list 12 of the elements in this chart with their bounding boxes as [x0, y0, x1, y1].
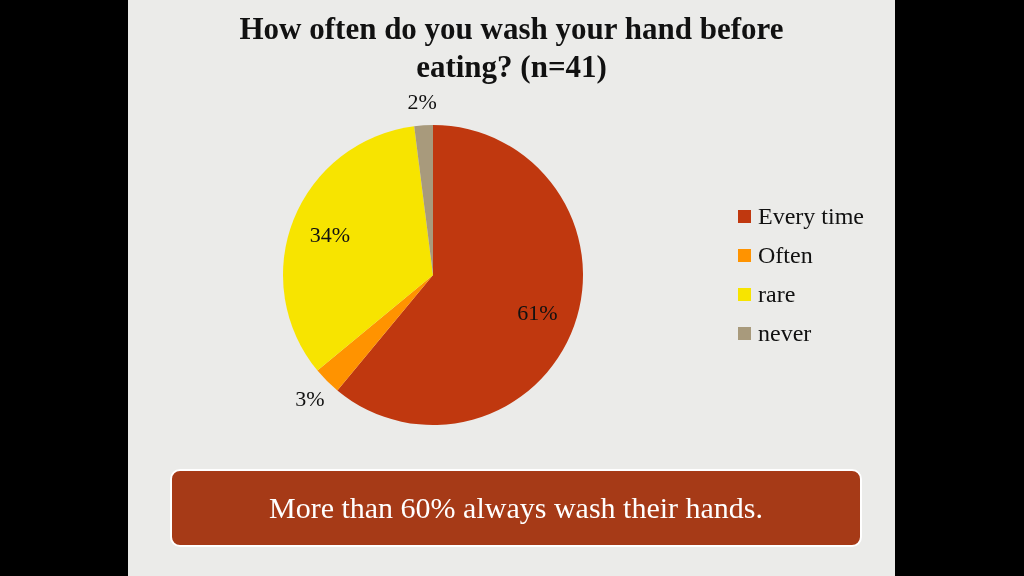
data-label: 61%: [517, 300, 558, 326]
legend-label: Often: [758, 242, 813, 269]
legend-label: rare: [758, 281, 796, 308]
data-label: 2%: [407, 88, 437, 114]
legend-label: never: [758, 320, 812, 347]
legend-label: Every time: [758, 203, 864, 230]
data-label: 3%: [295, 385, 325, 411]
data-label: 34%: [309, 221, 350, 247]
callout-box: More than 60% always wash their hands.: [170, 469, 862, 547]
pie-slice: [317, 275, 433, 391]
chart-title: How often do you wash your hand before eating? (n=41): [239, 11, 784, 84]
pie-slice: [283, 126, 433, 371]
